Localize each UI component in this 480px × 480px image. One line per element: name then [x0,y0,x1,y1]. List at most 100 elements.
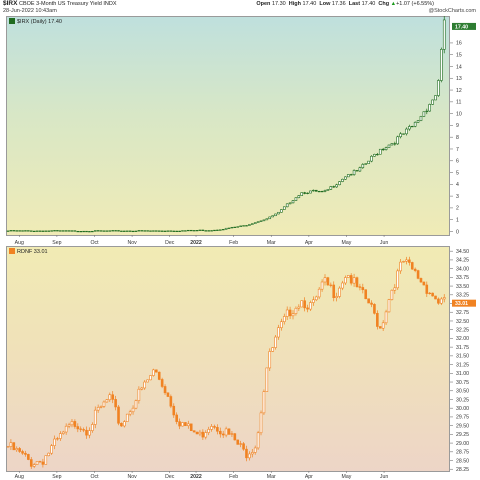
irx-candle [189,229,193,232]
irx-candle [405,128,408,135]
bottom-xtick-label: Sep [52,474,61,480]
rdnf-candle [227,428,231,435]
rdnf-candle [399,261,402,272]
irx-candle [437,80,440,96]
rdnf-ytick-label: 31.25 [456,362,469,368]
rdnf-candle [367,298,370,304]
xtick-label: Apr [305,240,313,246]
irx-candle [82,230,85,233]
rdnf-candle [352,277,356,284]
irx-candle [198,229,202,231]
irx-candle [300,192,304,196]
rdnf-candle [181,422,184,427]
irx-candle [24,230,27,232]
rdnf-candle [18,448,21,452]
quote-summary: Open 17.30 High 17.40 Low 17.36 Last 17.… [256,1,434,8]
rdnf-candle [47,452,51,456]
irx-candle [268,216,272,220]
irx-candle [47,230,51,232]
irx-candle [285,203,289,208]
irx-candle [265,218,269,221]
irx-candle [166,230,170,232]
irx-candle [434,95,437,101]
rdnf-candle [216,427,219,432]
irx-candle [378,148,382,155]
irx-candle [233,226,237,228]
irx-candle [221,229,225,231]
irx-candle [210,230,213,232]
rdnf-candle [280,321,283,328]
xtick-label: Aug [15,240,24,246]
irx-legend-swatch [9,18,15,24]
rdnf-candle [12,442,16,451]
rdnf-candle [440,298,443,304]
rdnf-candle [187,423,190,427]
rdnf-candle [35,461,39,465]
irx-candle [85,230,88,233]
irx-candle [271,215,274,218]
rdnf-candle [85,429,88,436]
irx-candle [32,230,36,232]
title-line: $IRX CBOE 3-Month US Treasury Yield INDX [3,0,117,8]
irx-candle [128,230,132,232]
irx-candle [408,126,411,130]
irx-candle [341,178,344,182]
irx-candle [335,184,338,188]
rdnf-ytick-label: 33.25 [456,293,469,299]
rdnf-candle [373,304,376,314]
rdnf-candle [169,396,173,407]
rdnf-candle [146,379,149,383]
irx-candle [367,160,370,164]
rdnf-candle [64,425,68,433]
rdnf-candle [396,270,400,289]
irx-candle [44,230,48,232]
irx-price-panel [6,16,450,236]
rdnf-ytick-label: 29.75 [456,415,469,421]
irx-legend: $IRX (Daily) 17.40 [9,18,62,25]
irx-ytick-label: 13 [456,76,462,82]
irx-candle [140,230,144,232]
xtick-label: Mar [267,240,276,246]
rdnf-ytick-label: 34.00 [456,266,469,272]
bottom-xtick-label: Feb [229,474,238,480]
rdnf-candle [50,445,53,454]
rdnf-candle [59,433,62,439]
rdnf-candle [419,278,423,283]
irx-candle [125,230,129,232]
irx-ytick-label: 16 [456,41,462,47]
rdnf-candle [178,421,181,427]
irx-candle [344,176,347,180]
rdnf-candle [317,288,321,298]
irx-candle [248,224,251,226]
irx-candle [346,174,350,178]
irx-candle [38,230,42,232]
rdnf-candle [219,430,222,435]
irx-candle [320,190,324,193]
rdnf-candle [140,387,144,390]
irx-candle [309,190,312,194]
rdnf-candle [134,400,138,409]
irx-candle [53,230,56,232]
irx-candle [393,143,397,145]
rdnf-candle [442,297,446,300]
up-arrow-icon: ▲ [390,1,397,7]
irx-candle [157,230,161,232]
rdnf-ytick-label: 31.75 [456,345,469,351]
rdnf-candle [230,433,234,435]
irx-candle [259,220,263,222]
irx-candle [70,230,74,232]
rdnf-candle [306,307,309,310]
rdnf-candle [390,289,394,300]
irx-ytick-label: 15 [456,53,462,59]
irx-candle [419,116,423,121]
rdnf-candle [76,426,80,430]
irx-candle [303,192,306,194]
brand-logo: @StockCharts.com [428,8,476,14]
irx-ytick-label: 11 [456,100,461,106]
rdnf-candle [70,421,74,426]
rdnf-candle [344,277,347,284]
rdnf-candle [378,326,382,329]
irx-candle [111,230,114,232]
rdnf-candle [253,447,257,453]
